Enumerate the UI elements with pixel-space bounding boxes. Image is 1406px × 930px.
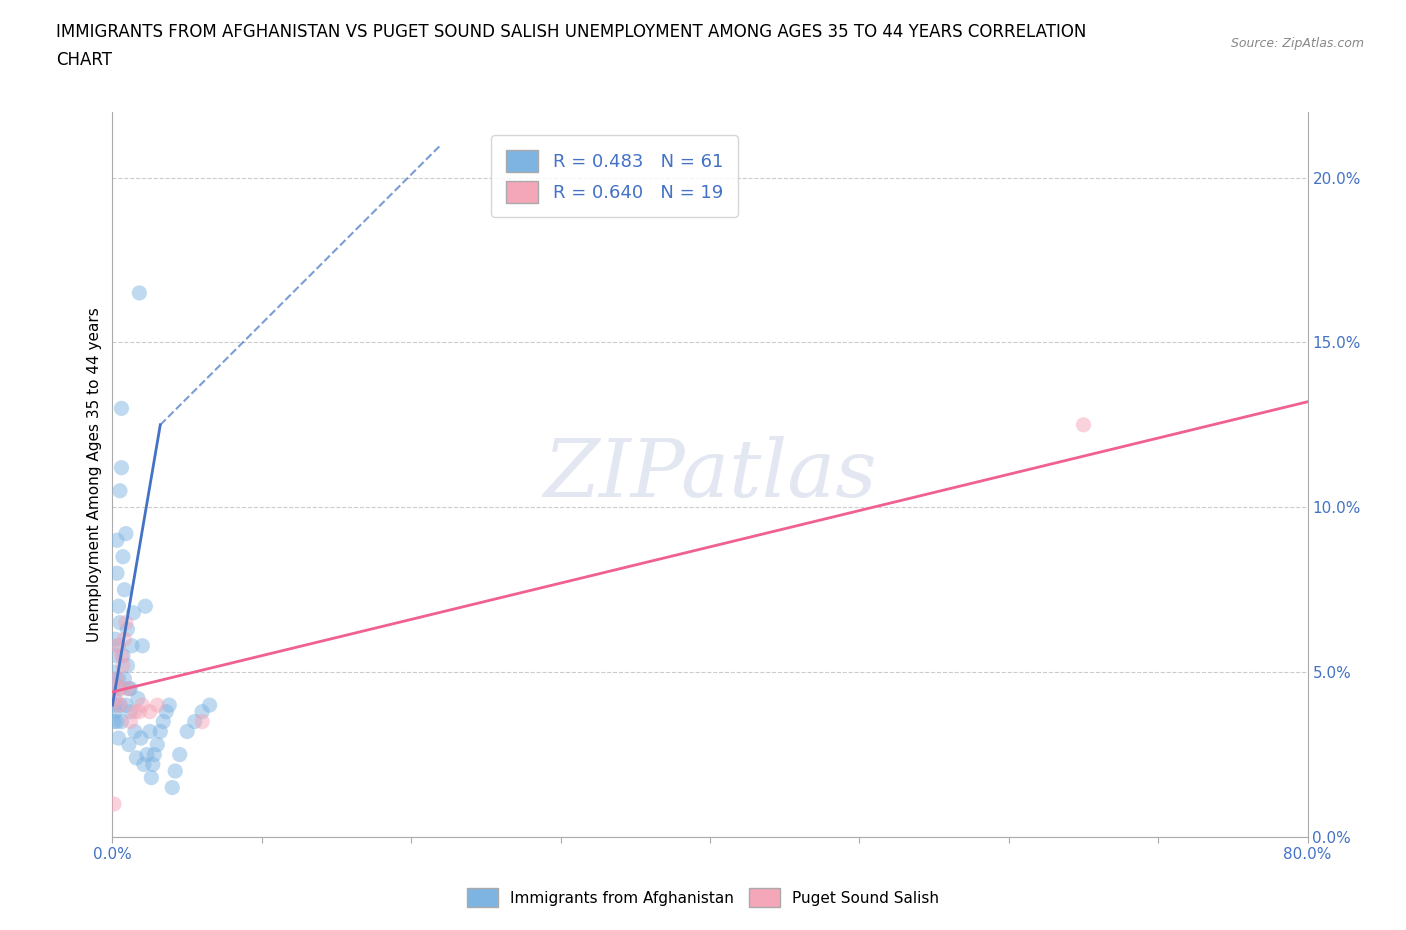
Point [146, 698, 169, 712]
Point [157, 698, 180, 712]
Point [124, 724, 146, 739]
Point [105, 671, 128, 686]
Point [115, 616, 138, 631]
Text: IMMIGRANTS FROM AFGHANISTAN VS PUGET SOUND SALISH UNEMPLOYMENT AMONG AGES 35 TO : IMMIGRANTS FROM AFGHANISTAN VS PUGET SOU… [56, 23, 1087, 41]
Point [122, 605, 145, 620]
Point [120, 714, 142, 729]
Point [103, 714, 125, 729]
Point [108, 698, 131, 712]
Point [132, 757, 155, 772]
Point [105, 533, 128, 548]
Point [104, 698, 127, 712]
Point [111, 550, 134, 565]
Point [114, 582, 135, 597]
Point [131, 638, 153, 653]
Point [105, 565, 128, 580]
Point [143, 747, 166, 762]
Point [105, 678, 128, 693]
Point [118, 681, 141, 696]
Point [107, 638, 129, 653]
Point [103, 797, 125, 812]
Point [152, 714, 174, 729]
Point [128, 286, 150, 300]
Point [114, 671, 135, 686]
Point [103, 665, 125, 680]
Point [120, 681, 142, 696]
Point [115, 698, 138, 712]
Point [125, 751, 148, 765]
Point [107, 599, 129, 614]
Point [198, 698, 221, 712]
Point [162, 780, 183, 795]
Point [118, 737, 141, 752]
Legend: Immigrants from Afghanistan, Puget Sound Salish: Immigrants from Afghanistan, Puget Sound… [461, 883, 945, 913]
Point [146, 737, 169, 752]
Point [105, 638, 128, 653]
Point [115, 526, 138, 541]
Point [142, 757, 165, 772]
Point [110, 648, 132, 663]
Point [111, 648, 134, 663]
Point [1073, 418, 1095, 432]
Point [107, 671, 129, 686]
Point [104, 648, 127, 663]
Point [107, 681, 129, 696]
Point [121, 638, 143, 653]
Point [108, 698, 131, 712]
Point [110, 460, 132, 475]
Point [108, 484, 131, 498]
Point [176, 724, 198, 739]
Point [141, 770, 163, 785]
Point [129, 731, 152, 746]
Point [134, 599, 156, 614]
Point [108, 681, 131, 696]
Point [127, 691, 149, 706]
Point [117, 622, 139, 637]
Point [117, 658, 139, 673]
Point [104, 704, 127, 719]
Point [124, 704, 146, 719]
Point [191, 714, 214, 729]
Point [191, 704, 214, 719]
Point [131, 698, 153, 712]
Point [183, 714, 205, 729]
Point [108, 616, 131, 631]
Point [169, 747, 191, 762]
Point [114, 631, 135, 646]
Point [107, 731, 129, 746]
Point [149, 724, 172, 739]
Point [104, 691, 127, 706]
Point [105, 714, 128, 729]
Point [117, 681, 139, 696]
Point [165, 764, 187, 778]
Point [111, 658, 134, 673]
Point [103, 691, 125, 706]
Text: Source: ZipAtlas.com: Source: ZipAtlas.com [1230, 37, 1364, 50]
Point [128, 704, 150, 719]
Y-axis label: Unemployment Among Ages 35 to 44 years: Unemployment Among Ages 35 to 44 years [87, 307, 103, 642]
Point [155, 704, 177, 719]
Point [139, 704, 162, 719]
Point [110, 714, 132, 729]
Point [104, 631, 127, 646]
Point [139, 724, 162, 739]
Point [110, 401, 132, 416]
Legend: R = 0.483   N = 61, R = 0.640   N = 19: R = 0.483 N = 61, R = 0.640 N = 19 [491, 135, 738, 217]
Point [135, 747, 157, 762]
Point [120, 704, 142, 719]
Text: CHART: CHART [56, 51, 112, 69]
Text: ZIPatlas: ZIPatlas [543, 435, 877, 513]
